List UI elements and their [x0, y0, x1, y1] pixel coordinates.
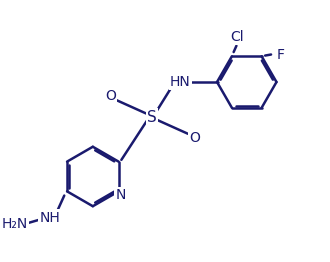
Text: NH: NH	[39, 211, 60, 225]
Text: F: F	[277, 47, 285, 62]
Text: O: O	[189, 131, 200, 145]
Text: S: S	[148, 110, 157, 124]
Text: N: N	[115, 188, 125, 202]
Text: O: O	[105, 89, 116, 103]
Text: H₂N: H₂N	[1, 217, 28, 231]
Text: HN: HN	[170, 75, 191, 89]
Text: Cl: Cl	[230, 30, 244, 44]
